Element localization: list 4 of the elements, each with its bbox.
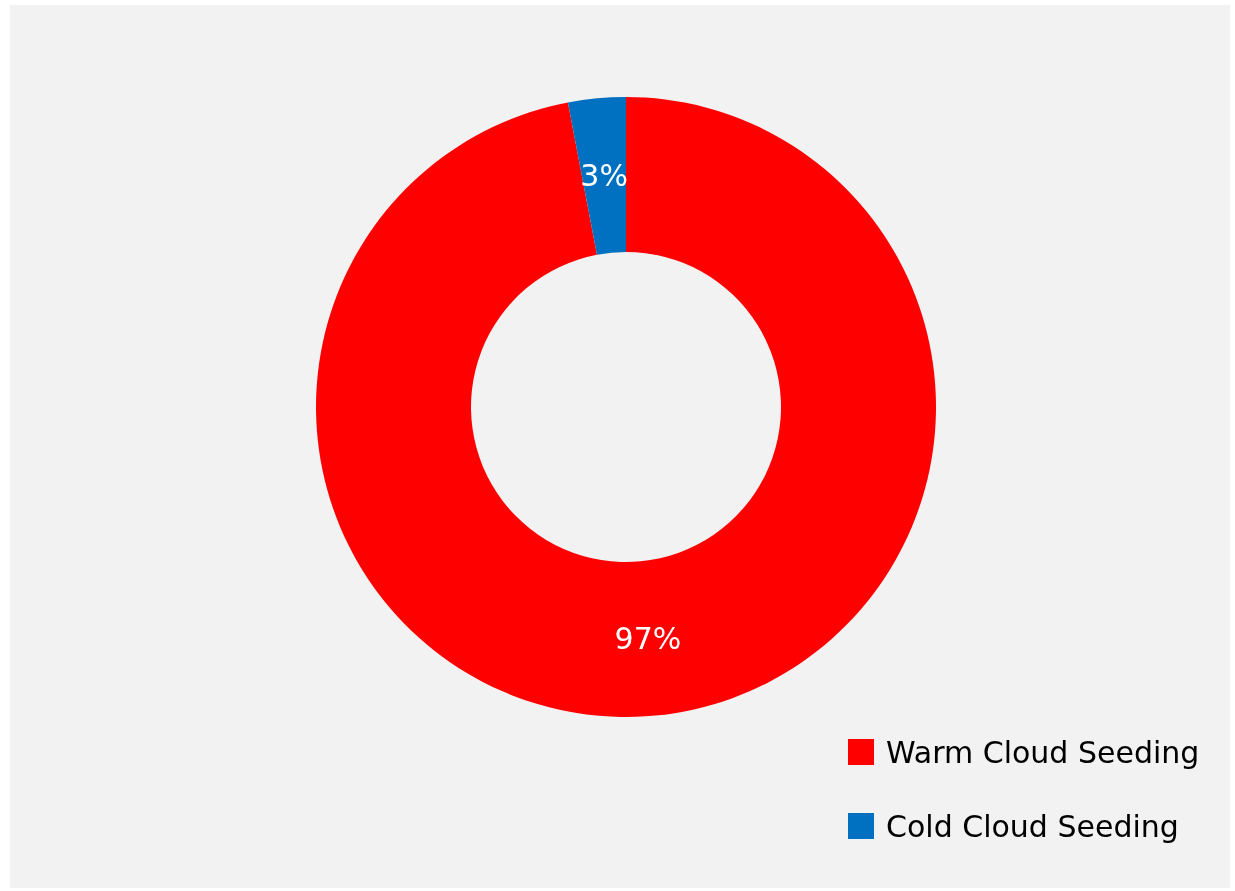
data-label: 97%	[614, 620, 682, 656]
legend-label: Warm Cloud Seeding	[886, 734, 1200, 770]
legend-label: Cold Cloud Seeding	[886, 808, 1179, 844]
donut-slice	[316, 97, 936, 717]
